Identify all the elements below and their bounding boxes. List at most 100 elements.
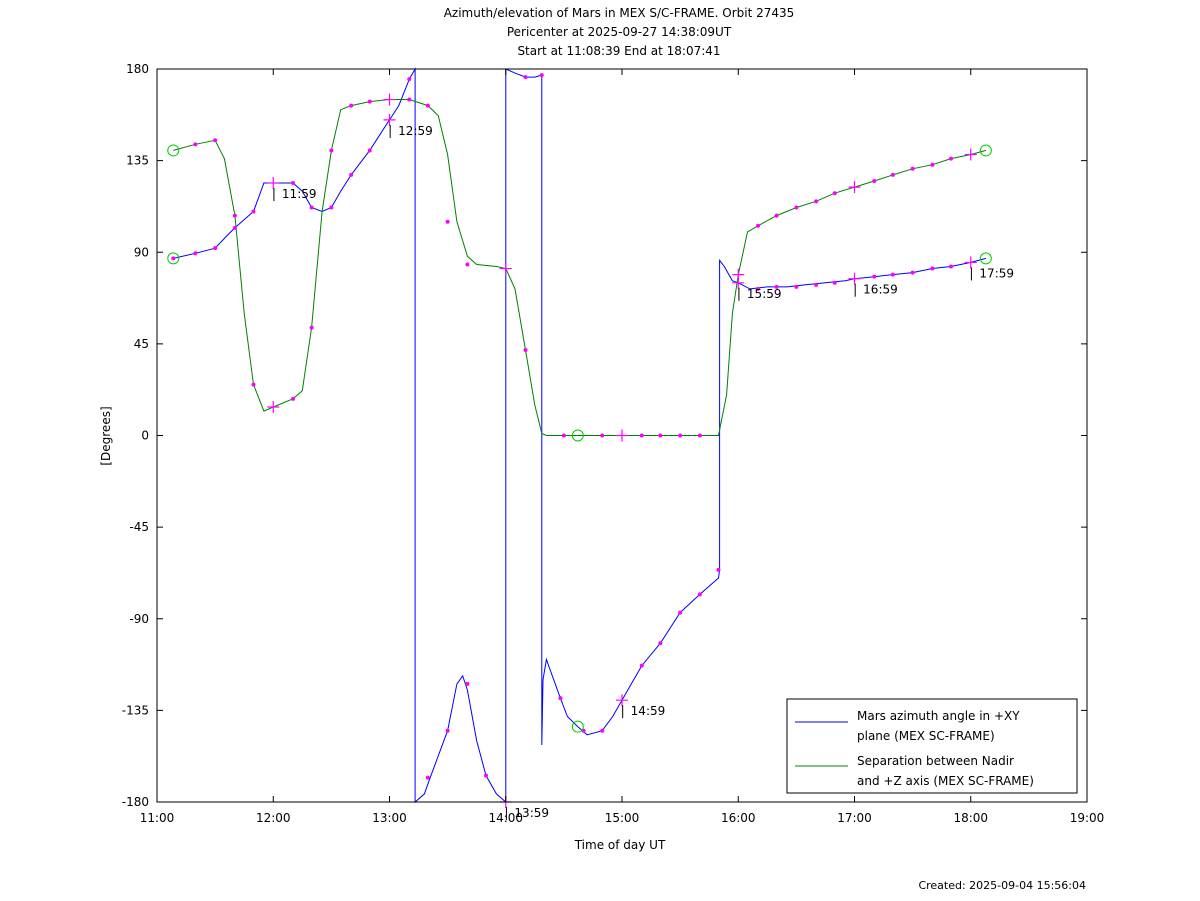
created-timestamp: Created: 2025-09-04 15:56:04	[918, 879, 1086, 892]
azimuth-data-point	[814, 282, 819, 287]
azimuth-data-point	[465, 681, 470, 686]
legend: Mars azimuth angle in +XY plane (MEX SC-…	[786, 698, 1078, 794]
separation-data-point	[910, 166, 915, 171]
time-label: 11:59	[282, 187, 317, 201]
separation-data-point	[890, 172, 895, 177]
azimuth-data-point	[232, 225, 237, 230]
separation-data-point	[756, 223, 761, 228]
chart-title-line-2: Pericenter at 2025-09-27 14:38:09UT	[507, 25, 732, 39]
separation-data-point	[814, 199, 819, 204]
azimuth-data-point	[930, 266, 935, 271]
hour-cross-marker	[964, 256, 977, 269]
separation-data-point	[832, 191, 837, 196]
start-end-pericenter-circle	[979, 144, 992, 157]
azimuth-data-point	[483, 773, 488, 778]
separation-data-point	[523, 347, 528, 352]
azimuth-data-point	[697, 592, 702, 597]
azimuth-data-point	[832, 280, 837, 285]
separation-series-line	[173, 99, 987, 436]
azimuth-data-point	[213, 246, 218, 251]
start-end-pericenter-circle	[167, 252, 180, 265]
azimuth-data-point	[193, 251, 198, 256]
hour-cross-marker	[732, 268, 745, 281]
x-tick-label: 14:00	[488, 811, 523, 825]
time-label: 16:59	[863, 283, 898, 297]
separation-data-point	[291, 396, 296, 401]
hour-cross-marker	[267, 400, 280, 413]
azimuth-data-point	[349, 172, 354, 177]
separation-data-point	[367, 99, 372, 104]
azimuth-data-point	[539, 73, 544, 78]
separation-data-point	[349, 103, 354, 108]
azimuth-data-point	[890, 272, 895, 277]
x-tick-label: 17:00	[837, 811, 872, 825]
separation-data-point	[213, 138, 218, 143]
separation-data-point	[561, 433, 566, 438]
azimuth-data-point	[329, 205, 334, 210]
time-label: 14:59	[631, 704, 666, 718]
azimuth-data-point	[872, 274, 877, 279]
y-tick-label: 180	[126, 62, 149, 76]
y-tick-label: 135	[126, 154, 149, 168]
azimuth-data-point	[407, 77, 412, 82]
azimuth-data-point	[658, 641, 663, 646]
separation-data-point	[697, 433, 702, 438]
separation-data-point	[794, 205, 799, 210]
hour-cross-marker	[848, 272, 861, 285]
y-axis-label: [Degrees]	[99, 406, 113, 465]
chart-title-line-3: Start at 11:08:39 End at 18:07:41	[517, 44, 720, 58]
hour-cross-marker	[616, 429, 628, 442]
hour-cross-marker	[383, 93, 396, 106]
separation-data-point	[425, 103, 430, 108]
hour-cross-marker	[964, 148, 977, 161]
legend-label-separation-line-2: and +Z axis (MEX SC-FRAME)	[857, 774, 1034, 788]
separation-data-point	[445, 219, 450, 224]
hour-cross-marker	[383, 113, 396, 126]
separation-data-point	[658, 433, 663, 438]
x-tick-label: 13:00	[372, 811, 407, 825]
azimuth-data-point	[367, 148, 372, 153]
start-end-pericenter-circle	[979, 252, 992, 265]
azimuth-data-point	[774, 284, 779, 289]
y-tick-label: 45	[134, 337, 149, 351]
y-tick-label: -90	[129, 612, 149, 626]
hour-cross-marker	[616, 694, 628, 707]
legend-label-azimuth-line-1: Mars azimuth angle in +XY	[857, 709, 1020, 723]
x-tick-label: 18:00	[953, 811, 988, 825]
y-tick-label: -180	[122, 795, 149, 809]
y-tick-label: -45	[129, 520, 149, 534]
separation-data-point	[232, 213, 237, 218]
x-tick-label: 19:00	[1070, 811, 1105, 825]
separation-data-point	[329, 148, 334, 153]
start-end-pericenter-circle	[571, 429, 584, 442]
azimuth-data-point	[948, 264, 953, 269]
azimuth-data-point	[523, 75, 528, 80]
legend-label-azimuth-line-2: plane (MEX SC-FRAME)	[857, 729, 995, 743]
chart-title-line-1: Azimuth/elevation of Mars in MEX S/C-FRA…	[444, 6, 795, 20]
azimuth-data-point	[716, 567, 721, 572]
azimuth-data-point	[910, 270, 915, 275]
separation-data-point	[465, 262, 470, 267]
time-label: 13:59	[514, 806, 549, 820]
x-tick-label: 11:00	[140, 811, 175, 825]
azimuth-data-point	[678, 610, 683, 615]
x-axis-label: Time of day UT	[574, 838, 666, 852]
hour-cross-marker	[499, 262, 512, 275]
azimuth-data-point	[425, 775, 430, 780]
azimuth-data-point	[558, 696, 563, 701]
separation-data-point	[251, 382, 256, 387]
azimuth-data-point	[171, 256, 176, 261]
x-tick-label: 16:00	[721, 811, 756, 825]
time-label: 12:59	[398, 124, 433, 138]
legend-box	[786, 698, 1078, 794]
x-tick-label: 12:00	[256, 811, 291, 825]
azimuth-data-point	[600, 728, 605, 733]
start-end-pericenter-circle	[571, 720, 584, 733]
time-label: 15:59	[747, 287, 782, 301]
y-tick-label: 0	[141, 429, 149, 443]
separation-data-point	[639, 433, 644, 438]
separation-data-point	[872, 178, 877, 183]
y-tick-label: 90	[134, 245, 149, 259]
azimuth-data-point	[309, 205, 314, 210]
start-end-pericenter-circle	[167, 144, 180, 157]
